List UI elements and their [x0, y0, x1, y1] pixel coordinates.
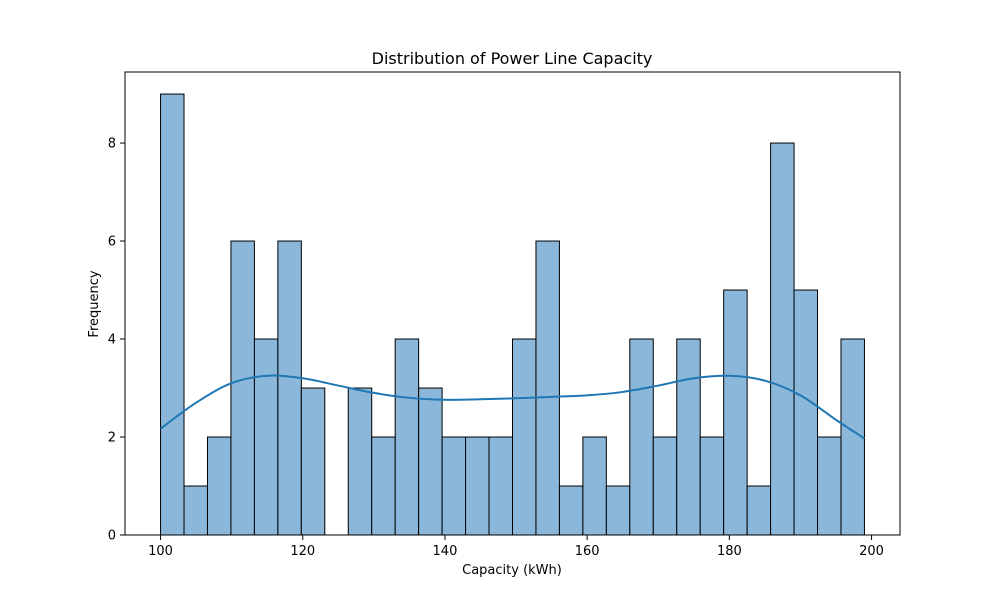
- histogram-bar: [770, 142, 795, 536]
- histogram-bar: [582, 436, 607, 536]
- histogram-bar: [347, 387, 373, 536]
- x-tick-label: 100: [148, 544, 173, 559]
- kde-curve: [159, 374, 865, 440]
- y-tick-label: 0: [108, 529, 116, 544]
- y-tick-label: 4: [108, 333, 116, 348]
- histogram-bar: [746, 485, 772, 536]
- histogram-bar: [300, 387, 326, 536]
- histogram-bar: [253, 338, 279, 536]
- histogram-bar: [418, 387, 443, 536]
- y-tick-label: 6: [108, 235, 116, 250]
- y-tick-label: 2: [108, 431, 116, 446]
- histogram-bar: [206, 436, 232, 536]
- x-tick-label: 120: [290, 544, 315, 559]
- histogram-bar: [441, 436, 467, 536]
- histogram-bar: [488, 436, 513, 536]
- histogram-bar: [512, 338, 537, 536]
- histogram-bar: [465, 436, 490, 536]
- x-axis-ticks: 100 120 140 160 180 200: [148, 535, 884, 559]
- histogram-bars: [160, 93, 865, 536]
- histogram-bar: [371, 436, 396, 536]
- histogram-bar: [793, 289, 819, 536]
- x-tick-label: 180: [717, 544, 742, 559]
- chart-title: Distribution of Power Line Capacity: [372, 49, 653, 68]
- histogram-bar: [629, 338, 654, 536]
- histogram-bar: [605, 485, 631, 536]
- histogram-bar: [558, 485, 584, 536]
- histogram-bar: [699, 436, 725, 536]
- x-tick-label: 200: [859, 544, 884, 559]
- histogram-bar: [160, 93, 185, 536]
- histogram-bar: [183, 485, 208, 536]
- histogram-bar: [277, 240, 302, 536]
- x-tick-label: 140: [433, 544, 458, 559]
- y-axis-label: Frequency: [87, 270, 102, 337]
- x-tick-label: 160: [575, 544, 600, 559]
- histogram-bar: [723, 289, 748, 536]
- histogram-bar: [230, 240, 255, 536]
- x-axis-label: Capacity (kWh): [462, 563, 562, 578]
- histogram-bar: [652, 436, 678, 536]
- y-axis-ticks: 0 2 4 6 8: [108, 137, 125, 544]
- plot-frame: [124, 71, 901, 536]
- histogram-bar: [676, 338, 701, 536]
- histogram-bar: [817, 436, 842, 536]
- histogram-bar: [394, 338, 420, 536]
- histogram-bar: [535, 240, 560, 536]
- y-tick-label: 8: [108, 137, 116, 152]
